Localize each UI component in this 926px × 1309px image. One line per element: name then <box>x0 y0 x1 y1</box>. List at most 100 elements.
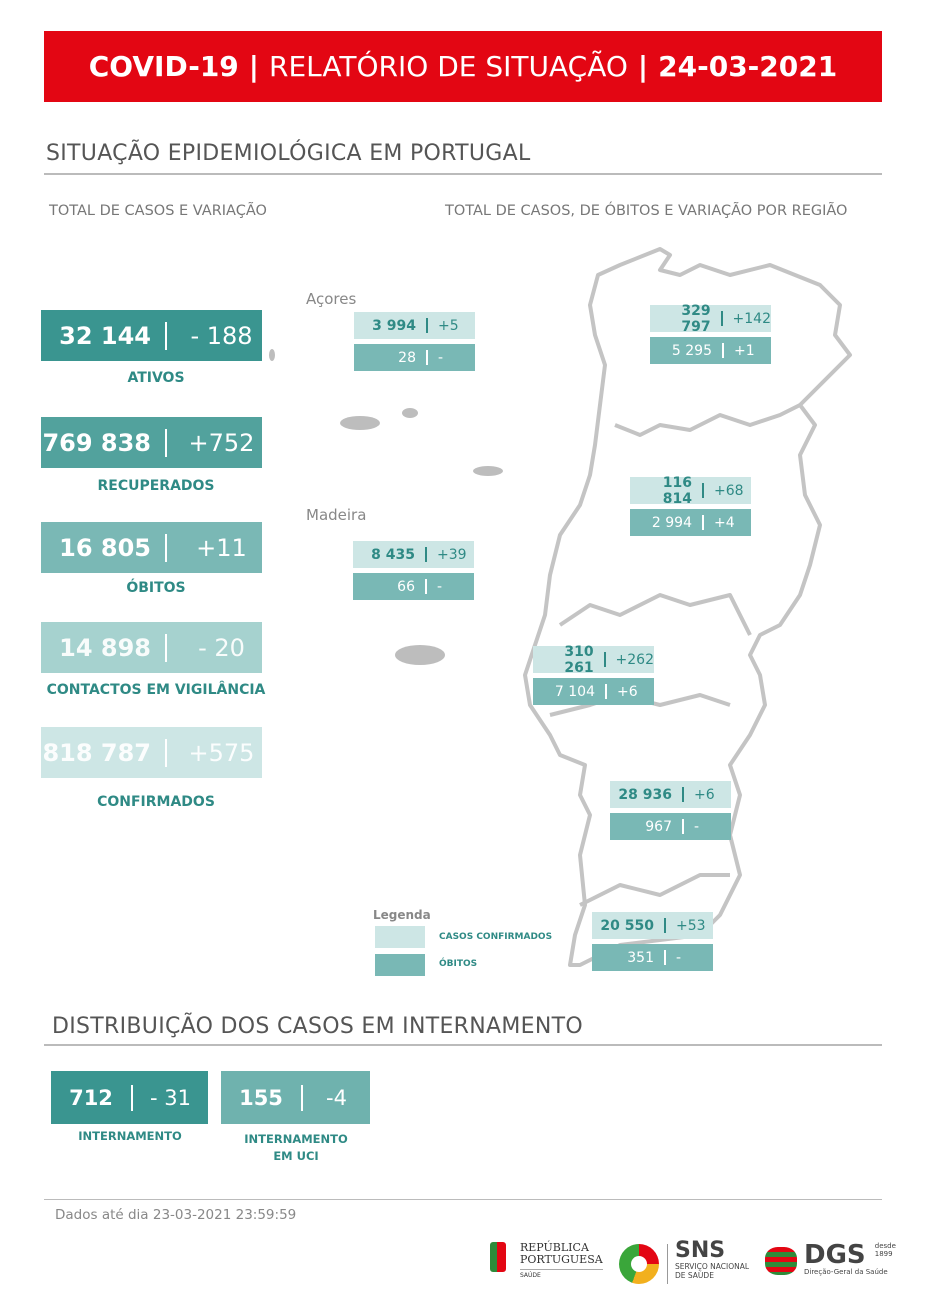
region-deaths-value: 7 104 <box>554 683 595 700</box>
legend-label-deaths: ÓBITOS <box>439 959 478 969</box>
kpi-delta: - 20 <box>198 633 245 662</box>
region-deaths-delta: - <box>438 349 444 366</box>
kpi-box-3: 14 898 - 20 <box>41 622 262 673</box>
azores-island <box>340 416 380 430</box>
region-deaths-delta: +1 <box>734 342 755 359</box>
region-cases-value: 310 261 <box>564 643 594 676</box>
kpi-value: 818 787 <box>42 738 151 767</box>
kpi-label: CONTACTOS EM VIGILÂNCIA <box>46 682 266 698</box>
region-deaths-delta: +4 <box>714 514 735 531</box>
region-deaths-lvt: 7 104 +6 <box>533 678 654 705</box>
region-deaths-norte: 5 295 +1 <box>650 337 771 364</box>
separator <box>426 350 428 365</box>
north-border <box>614 403 801 437</box>
separator <box>605 684 607 699</box>
banner-subtitle: RELATÓRIO DE SITUAÇÃO <box>269 50 628 83</box>
kpi-delta: +11 <box>196 533 247 562</box>
region-cases-delta: +142 <box>732 310 771 327</box>
kpi-value: 14 898 <box>59 633 151 662</box>
separator <box>603 652 606 667</box>
legend-label-cases: CASOS CONFIRMADOS <box>439 932 553 942</box>
kpi-label: ATIVOS <box>127 370 185 386</box>
separator <box>131 1084 133 1111</box>
region-deaths-delta: - <box>676 949 682 966</box>
region-cases-delta: +262 <box>615 651 654 668</box>
separator <box>426 318 428 333</box>
region-deaths-value: 967 <box>645 818 672 835</box>
region-cases-alentejo: 28 936 +6 <box>610 781 731 808</box>
region-deaths-value: 66 <box>397 578 415 595</box>
region-cases-value: 28 936 <box>618 786 672 803</box>
banner-separator: | <box>248 50 260 83</box>
separator <box>664 950 666 965</box>
region-cases-lvt: 310 261 +262 <box>533 643 654 676</box>
hospital-label: INTERNAMENTO EM UCI <box>244 1132 348 1163</box>
hospital-box-0: 712 - 31 <box>51 1071 208 1124</box>
region-cases-value: 8 435 <box>371 546 415 563</box>
centro-border <box>558 593 752 636</box>
region-deaths-value: 28 <box>398 349 416 366</box>
madeira-island <box>395 645 445 665</box>
region-cases-delta: +5 <box>438 317 459 334</box>
region-deaths-value: 5 295 <box>671 342 712 359</box>
divider <box>44 173 882 175</box>
kpi-delta: +575 <box>188 738 255 767</box>
sns-logo-icon <box>619 1244 659 1284</box>
hospital-delta: -4 <box>326 1085 347 1110</box>
separator <box>301 1084 303 1111</box>
region-deaths-value: 2 994 <box>651 514 692 531</box>
legend-title: Legenda <box>373 908 431 922</box>
hospital-label: INTERNAMENTO <box>78 1129 182 1143</box>
kpi-box-2: 16 805 +11 <box>41 522 262 573</box>
dgs-logo: DGS desde 1899 Direção-Geral da Saúde <box>804 1240 896 1276</box>
left-subtitle: TOTAL DE CASOS E VARIAÇÃO <box>49 203 267 219</box>
kpi-separator <box>165 738 167 767</box>
azores-island <box>402 408 418 418</box>
region-cases-value: 20 550 <box>600 917 654 934</box>
right-subtitle: TOTAL DE CASOS, DE ÓBITOS E VARIAÇÃO POR… <box>445 203 848 219</box>
region-cases-value: 329 797 <box>681 302 711 335</box>
kpi-label: ÓBITOS <box>126 580 186 596</box>
azores-island <box>473 466 503 476</box>
separator <box>702 515 704 530</box>
separator <box>664 918 666 933</box>
separator <box>682 787 684 802</box>
region-deaths-delta: +6 <box>617 683 638 700</box>
republica-flag-icon <box>490 1242 506 1272</box>
region-cases-centro: 116 814 +68 <box>630 474 751 507</box>
dgs-logo-icon <box>765 1247 797 1275</box>
hospital-value: 155 <box>239 1085 283 1110</box>
region-deaths-algarve: 351 - <box>592 944 713 971</box>
divider <box>44 1044 882 1046</box>
region-deaths-value: 351 <box>627 949 654 966</box>
region-cases-delta: +6 <box>694 786 715 803</box>
kpi-label: RECUPERADOS <box>97 478 215 494</box>
kpi-delta: - 188 <box>190 321 253 350</box>
region-deaths-acores: 28 - <box>354 344 475 371</box>
divider <box>44 1199 882 1200</box>
region-deaths-delta: - <box>694 818 700 835</box>
kpi-separator <box>165 428 167 457</box>
region-cases-delta: +68 <box>714 482 744 499</box>
hospital-delta: - 31 <box>150 1085 191 1110</box>
algarve-border <box>579 873 730 907</box>
report-banner: COVID-19 | RELATÓRIO DE SITUAÇÃO | 24-03… <box>44 31 882 102</box>
separator <box>425 579 427 594</box>
kpi-box-1: 769 838 +752 <box>41 417 262 468</box>
kpi-separator <box>165 321 167 350</box>
kpi-separator <box>165 633 167 662</box>
hospital-box-1: 155 -4 <box>221 1071 370 1124</box>
data-date-note: Dados até dia 23-03-2021 23:59:59 <box>55 1207 297 1223</box>
legend-swatch-deaths <box>375 954 425 976</box>
separator <box>722 343 724 358</box>
kpi-value: 32 144 <box>59 321 151 350</box>
region-deaths-delta: - <box>437 578 443 595</box>
region-cases-value: 116 814 <box>662 474 692 507</box>
kpi-value: 16 805 <box>59 533 151 562</box>
banner-separator: | <box>637 50 649 83</box>
region-deaths-madeira: 66 - <box>353 573 474 600</box>
banner-title: COVID-19 <box>88 50 239 83</box>
region-cases-norte: 329 797 +142 <box>650 302 771 335</box>
separator <box>425 547 427 562</box>
